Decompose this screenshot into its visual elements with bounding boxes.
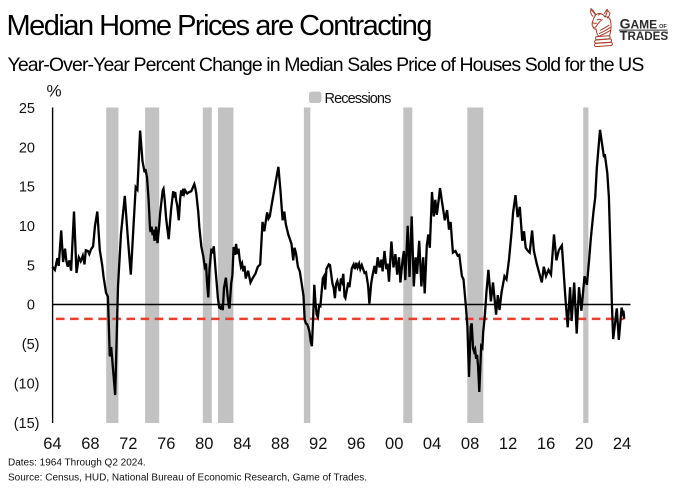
- svg-text:0: 0: [27, 298, 35, 314]
- svg-text:%: %: [47, 82, 62, 101]
- svg-text:24: 24: [613, 435, 631, 453]
- svg-text:80: 80: [195, 435, 213, 453]
- svg-text:(5): (5): [22, 337, 40, 353]
- svg-text:12: 12: [499, 435, 517, 453]
- svg-text:25: 25: [19, 101, 35, 117]
- svg-text:20: 20: [19, 140, 35, 156]
- svg-text:96: 96: [347, 435, 365, 453]
- svg-text:Recessions: Recessions: [325, 91, 392, 107]
- svg-text:Year-Over-Year Percent Change: Year-Over-Year Percent Change in Median …: [8, 54, 645, 76]
- svg-text:10: 10: [19, 219, 35, 235]
- svg-text:20: 20: [575, 435, 593, 453]
- svg-text:72: 72: [119, 435, 137, 453]
- svg-text:88: 88: [271, 435, 289, 453]
- svg-text:64: 64: [43, 435, 61, 453]
- svg-text:16: 16: [537, 435, 555, 453]
- svg-text:08: 08: [461, 435, 479, 453]
- svg-text:76: 76: [157, 435, 175, 453]
- svg-text:00: 00: [385, 435, 403, 453]
- svg-text:68: 68: [81, 435, 99, 453]
- svg-text:(10): (10): [14, 376, 40, 392]
- svg-text:84: 84: [233, 435, 251, 453]
- svg-text:Median Home Prices are Contrac: Median Home Prices are Contracting: [7, 10, 432, 42]
- svg-text:(15): (15): [14, 416, 40, 432]
- svg-text:TRADES: TRADES: [620, 28, 669, 43]
- svg-text:92: 92: [309, 435, 327, 453]
- svg-text:5: 5: [27, 258, 35, 274]
- svg-text:Dates: 1964 Through Q2 2024.: Dates: 1964 Through Q2 2024.: [8, 458, 146, 469]
- svg-text:04: 04: [423, 435, 441, 453]
- svg-text:Source: Census, HUD, National: Source: Census, HUD, National Bureau of …: [8, 473, 367, 484]
- svg-text:15: 15: [19, 180, 35, 196]
